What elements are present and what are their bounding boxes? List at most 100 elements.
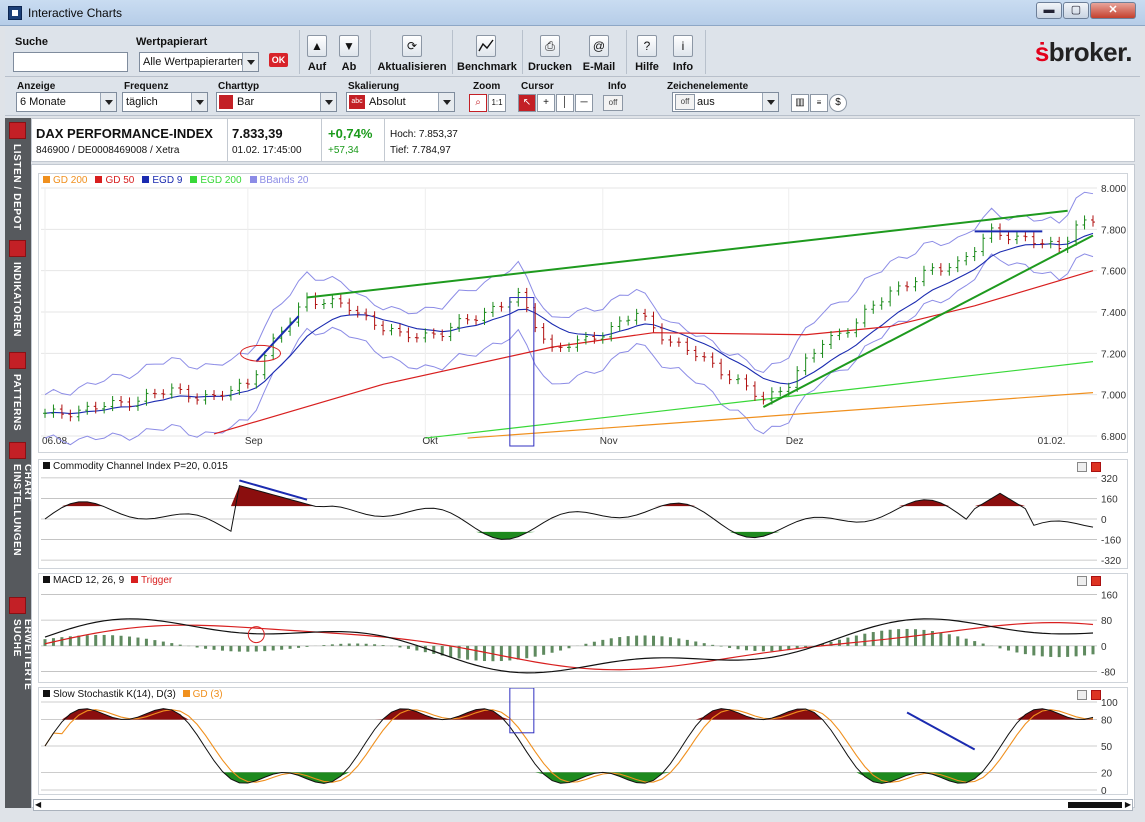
zoom-icon[interactable]: ⌕ xyxy=(469,94,487,112)
cursor-label: Cursor xyxy=(521,81,554,92)
tab-indikatoren[interactable]: INDIKATOREN xyxy=(5,236,31,348)
macd-histogram-bar xyxy=(381,645,385,646)
macd-histogram-bar xyxy=(525,645,529,659)
cci-panel[interactable]: Commodity Channel Index P=20, 0.015 320 1… xyxy=(38,459,1128,569)
panel-settings-icon[interactable] xyxy=(1077,690,1087,700)
macd-histogram-bar xyxy=(77,635,81,646)
x-tick-label: Dez xyxy=(786,436,804,447)
chevron-down-icon xyxy=(191,93,207,111)
info-icon: i xyxy=(673,35,693,57)
scroll-thumb[interactable] xyxy=(1068,802,1122,808)
crosshair-icon[interactable]: + xyxy=(537,94,555,112)
close-button[interactable]: ✕ xyxy=(1090,2,1136,19)
tab-erweiterte-suche[interactable]: ERWEITERTE SUCHE xyxy=(5,593,33,723)
charttyp-label: Charttyp xyxy=(218,81,260,92)
print-button[interactable]: ⎙ Drucken xyxy=(527,35,573,73)
macd-histogram-bar xyxy=(1074,645,1078,657)
macd-histogram-bar xyxy=(136,637,140,646)
tab-patterns[interactable]: PATTERNS xyxy=(5,348,31,438)
info-button[interactable]: i Info xyxy=(669,35,697,73)
panel-close-icon[interactable] xyxy=(1091,690,1101,700)
x-tick-label: Sep xyxy=(245,436,263,447)
price-time: 01.02. 17:45:00 xyxy=(232,145,302,156)
legend-swatch xyxy=(95,176,103,183)
vertical-line-icon[interactable]: │ xyxy=(556,94,574,112)
macd-histogram-bar xyxy=(753,645,757,651)
macd-histogram-bar xyxy=(263,645,267,652)
charttyp-value: Bar xyxy=(237,96,255,108)
macd-histogram-bar xyxy=(229,645,233,652)
cursor-pointer-icon[interactable]: ↖ xyxy=(518,94,536,112)
change-absolute: +57,34 xyxy=(328,145,359,156)
charttyp-select[interactable]: Bar xyxy=(216,92,337,112)
cci-overbought-fill xyxy=(45,485,1093,507)
macd-histogram-bar xyxy=(364,643,368,646)
chart-scrollbar[interactable]: ◀ ▶ xyxy=(33,799,1133,811)
help-label: Hilfe xyxy=(635,61,659,73)
horizontal-line-icon[interactable]: ─ xyxy=(575,94,593,112)
price-panel[interactable]: GD 200 GD 50 EGD 9 EGD 200 BBands 20 8.000 7.… xyxy=(38,173,1128,453)
list-icon[interactable]: ≡ xyxy=(810,94,828,112)
scroll-left-icon[interactable]: ◀ xyxy=(35,800,42,809)
security-header: DAX PERFORMANCE-INDEX 846900 / DE0008469… xyxy=(31,118,1135,162)
y-tick-label: 100 xyxy=(1101,698,1118,709)
zoom-reset-button[interactable]: 1:1 xyxy=(488,94,506,112)
frequenz-select[interactable]: täglich xyxy=(122,92,208,112)
macd-histogram-bar xyxy=(1023,645,1027,655)
y-tick-label: 8.000 xyxy=(1101,184,1126,195)
macd-histogram-bar xyxy=(778,645,782,651)
macd-histogram-bar xyxy=(119,635,123,646)
divider xyxy=(626,30,627,74)
tab-chart-einstellungen[interactable]: CHART EINSTELLUNGEN xyxy=(5,438,33,593)
benchmark-button[interactable]: Benchmark xyxy=(457,35,517,73)
bars-icon[interactable]: ▥ xyxy=(791,94,809,112)
macd-histogram-bar xyxy=(618,637,622,646)
security-type-value: Alle Wertpapierarten xyxy=(143,56,244,68)
y-tick-label: 20 xyxy=(1101,768,1113,779)
help-button[interactable]: ? Hilfe xyxy=(633,35,661,73)
help-icon: ? xyxy=(637,35,657,57)
tab-listen-depot[interactable]: LISTEN / DEPOT xyxy=(5,118,31,236)
panel-settings-icon[interactable] xyxy=(1077,576,1087,586)
anzeige-select[interactable]: 6 Monate xyxy=(16,92,117,112)
chart-legend: GD 200 GD 50 EGD 9 EGD 200 BBands 20 xyxy=(43,175,316,186)
macd-histogram-bar xyxy=(1066,645,1070,657)
stochastic-panel[interactable]: Slow Stochastik K(14), D(3) GD (3) 100 80… xyxy=(38,687,1128,796)
up-button[interactable]: ▲ Auf xyxy=(305,35,329,73)
refresh-button[interactable]: ⟳ Aktualisieren xyxy=(377,35,447,73)
ok-button[interactable]: OK xyxy=(269,53,288,67)
panel-close-icon[interactable] xyxy=(1091,462,1101,472)
macd-histogram-bar xyxy=(220,645,224,651)
macd-panel[interactable]: MACD 12, 26, 9 Trigger 160 80 0 -80 xyxy=(38,573,1128,683)
zeichen-value: aus xyxy=(697,96,715,108)
info-toggle[interactable]: off xyxy=(603,95,623,111)
panel-close-icon[interactable] xyxy=(1091,576,1101,586)
macd-histogram-bar xyxy=(102,634,106,646)
frequenz-value: täglich xyxy=(126,96,158,108)
dollar-icon[interactable]: $ xyxy=(829,94,847,112)
zeichen-select[interactable]: off aus xyxy=(672,92,779,112)
scroll-right-icon[interactable]: ▶ xyxy=(1124,800,1131,809)
skalierung-value: Absolut xyxy=(369,96,406,108)
macd-histogram-bar xyxy=(677,638,681,646)
minimize-button[interactable]: ▬ xyxy=(1036,2,1062,19)
macd-histogram-bar xyxy=(1049,645,1053,657)
skalierung-select[interactable]: abc Absolut xyxy=(346,92,455,112)
maximize-button[interactable]: ▢ xyxy=(1063,2,1089,19)
macd-histogram-bar xyxy=(744,645,748,651)
legend-label: BBands 20 xyxy=(259,175,309,186)
down-label: Ab xyxy=(341,61,357,73)
macd-histogram-bar xyxy=(626,636,630,646)
macd-histogram-bar xyxy=(415,645,419,651)
stoch-marker-rect xyxy=(509,688,535,734)
email-button[interactable]: @ E-Mail xyxy=(581,35,617,73)
down-button[interactable]: ▼ Ab xyxy=(337,35,361,73)
security-type-select[interactable]: Alle Wertpapierarten xyxy=(139,52,259,72)
security-type-label: Wertpapierart xyxy=(136,36,208,48)
macd-histogram-bar xyxy=(128,636,132,646)
macd-histogram-bar xyxy=(973,641,977,646)
panel-settings-icon[interactable] xyxy=(1077,462,1087,472)
macd-histogram-bar xyxy=(787,645,791,651)
search-input[interactable] xyxy=(13,52,128,72)
macd-histogram-bar xyxy=(271,645,275,651)
